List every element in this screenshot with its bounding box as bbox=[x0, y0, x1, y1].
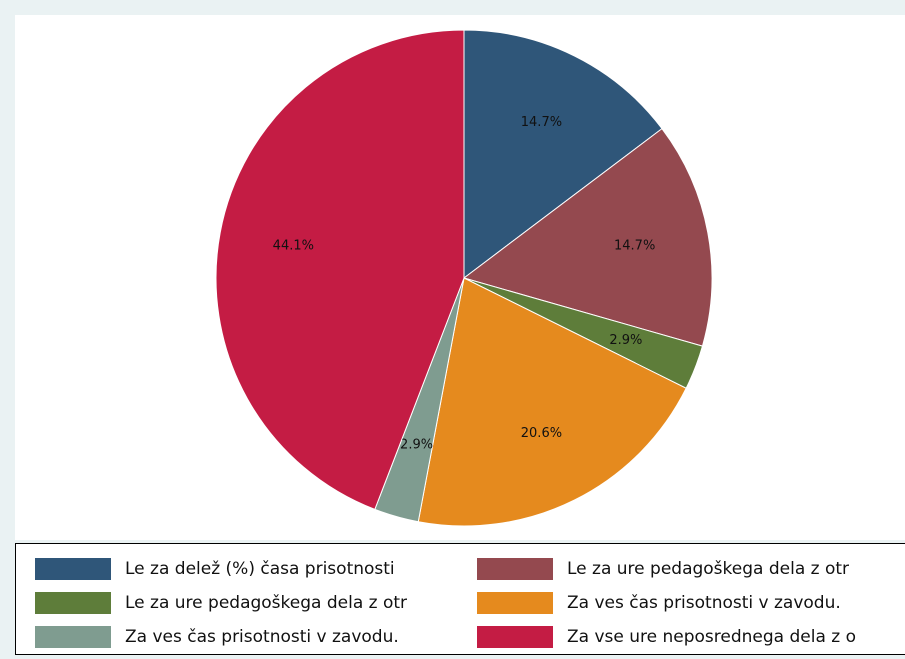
legend-swatch bbox=[35, 592, 111, 614]
legend-label: Za vse ure neposrednega dela z o bbox=[567, 627, 856, 647]
slice-label: 44.1% bbox=[273, 239, 314, 254]
pie-slice bbox=[462, 127, 713, 347]
slice-label: 14.7% bbox=[614, 239, 655, 254]
legend-label: Za ves čas prisotnosti v zavodu. bbox=[125, 627, 399, 647]
legend-swatch bbox=[477, 592, 553, 614]
legend-box bbox=[15, 543, 905, 655]
legend-swatch bbox=[477, 558, 553, 580]
pie-slice bbox=[463, 29, 663, 280]
legend-swatch bbox=[35, 626, 111, 648]
legend-label: Le za ure pedagoškega dela z otr bbox=[567, 559, 849, 579]
legend-label: Za ves čas prisotnosti v zavodu. bbox=[567, 593, 841, 613]
legend-swatch bbox=[477, 626, 553, 648]
pie-slice bbox=[215, 29, 465, 511]
slice-label: 14.7% bbox=[521, 115, 562, 130]
legend: Le za delež (%) časa prisotnosti Le za ur… bbox=[35, 558, 856, 648]
legend-label: Le za ure pedagoškega dela z otr bbox=[125, 593, 407, 613]
pie-slice bbox=[417, 277, 687, 527]
legend-label: Le za delež (%) časa prisotnosti bbox=[125, 559, 395, 579]
slice-label: 20.6% bbox=[521, 426, 562, 441]
pie: 14.7% 14.7% 2.9% 20.6% 2.9% 44.1% bbox=[215, 29, 713, 527]
legend-swatch bbox=[35, 558, 111, 580]
slice-label: 2.9% bbox=[609, 333, 642, 348]
slice-label: 2.9% bbox=[400, 437, 433, 452]
